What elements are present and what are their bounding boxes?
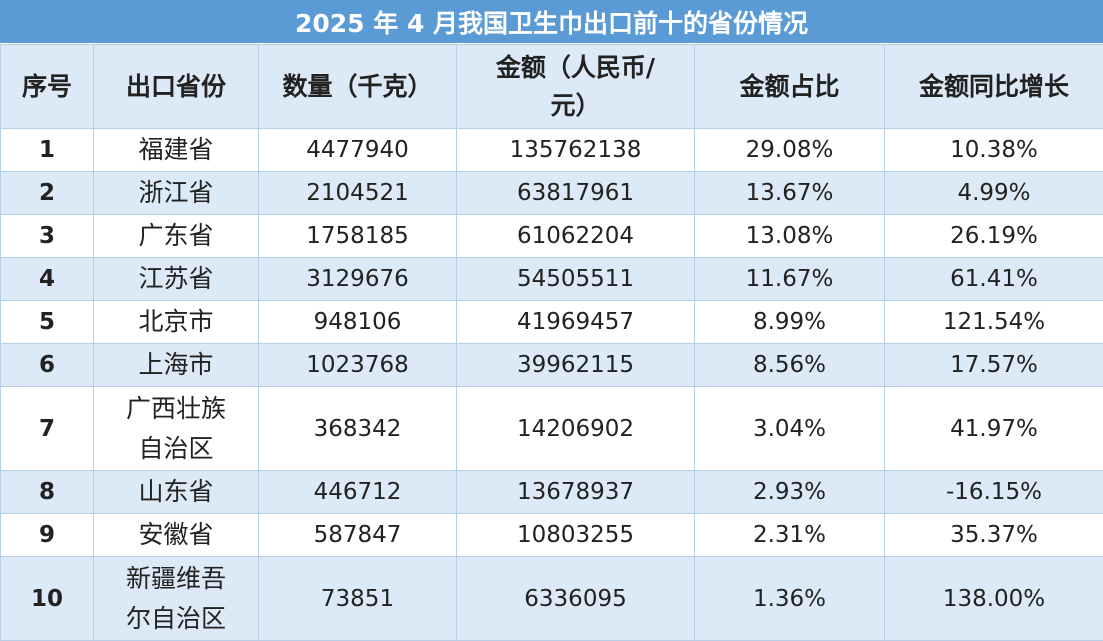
cell-growth: 138.00%	[885, 557, 1103, 641]
cell-province-label: 广西壮族自治区	[94, 389, 258, 469]
cell-growth: -16.15%	[885, 471, 1103, 514]
cell-share: 2.93%	[695, 471, 885, 514]
column-header-quantity: 数量（千克）	[259, 45, 457, 129]
cell-index: 2	[1, 172, 94, 215]
cell-share: 13.08%	[695, 215, 885, 258]
cell-quantity: 1023768	[259, 344, 457, 387]
column-header-amount: 金额（人民币/元）	[457, 45, 695, 129]
cell-amount: 54505511	[457, 258, 695, 301]
cell-share: 3.04%	[695, 387, 885, 471]
cell-share: 1.36%	[695, 557, 885, 641]
cell-index: 10	[1, 557, 94, 641]
cell-quantity: 73851	[259, 557, 457, 641]
cell-index: 9	[1, 514, 94, 557]
cell-quantity: 1758185	[259, 215, 457, 258]
table-title: 2025 年 4 月我国卫生巾出口前十的省份情况	[0, 0, 1103, 44]
cell-share: 8.56%	[695, 344, 885, 387]
cell-province: 山东省	[94, 471, 259, 514]
cell-index: 5	[1, 301, 94, 344]
cell-growth: 4.99%	[885, 172, 1103, 215]
cell-index: 7	[1, 387, 94, 471]
cell-index: 3	[1, 215, 94, 258]
header-row: 序号 出口省份 数量（千克） 金额（人民币/元） 金额占比 金额同比增长	[1, 45, 1103, 129]
cell-quantity: 948106	[259, 301, 457, 344]
cell-growth: 41.97%	[885, 387, 1103, 471]
cell-growth: 17.57%	[885, 344, 1103, 387]
column-header-share: 金额占比	[695, 45, 885, 129]
cell-amount: 63817961	[457, 172, 695, 215]
cell-quantity: 368342	[259, 387, 457, 471]
cell-province: 北京市	[94, 301, 259, 344]
cell-province: 新疆维吾尔自治区	[94, 557, 259, 641]
column-header-growth: 金额同比增长	[885, 45, 1103, 129]
cell-growth: 26.19%	[885, 215, 1103, 258]
cell-share: 13.67%	[695, 172, 885, 215]
cell-amount: 6336095	[457, 557, 695, 641]
cell-quantity: 4477940	[259, 129, 457, 172]
cell-growth: 10.38%	[885, 129, 1103, 172]
cell-quantity: 587847	[259, 514, 457, 557]
cell-growth: 61.41%	[885, 258, 1103, 301]
cell-index: 8	[1, 471, 94, 514]
cell-share: 8.99%	[695, 301, 885, 344]
cell-index: 1	[1, 129, 94, 172]
cell-province: 江苏省	[94, 258, 259, 301]
cell-quantity: 3129676	[259, 258, 457, 301]
column-header-amount-label: 金额（人民币/元）	[457, 49, 694, 125]
cell-quantity: 446712	[259, 471, 457, 514]
cell-amount: 10803255	[457, 514, 695, 557]
cell-growth: 35.37%	[885, 514, 1103, 557]
cell-share: 29.08%	[695, 129, 885, 172]
cell-amount: 61062204	[457, 215, 695, 258]
cell-amount: 13678937	[457, 471, 695, 514]
cell-province-label: 新疆维吾尔自治区	[94, 559, 258, 639]
cell-province: 安徽省	[94, 514, 259, 557]
cell-share: 2.31%	[695, 514, 885, 557]
cell-index: 6	[1, 344, 94, 387]
cell-growth: 121.54%	[885, 301, 1103, 344]
cell-province: 福建省	[94, 129, 259, 172]
cell-amount: 39962115	[457, 344, 695, 387]
cell-amount: 14206902	[457, 387, 695, 471]
column-header-index: 序号	[1, 45, 94, 129]
cell-province: 上海市	[94, 344, 259, 387]
cell-province: 广东省	[94, 215, 259, 258]
column-header-province: 出口省份	[94, 45, 259, 129]
cell-index: 4	[1, 258, 94, 301]
cell-quantity: 2104521	[259, 172, 457, 215]
cell-province: 广西壮族自治区	[94, 387, 259, 471]
cell-amount: 41969457	[457, 301, 695, 344]
cell-share: 11.67%	[695, 258, 885, 301]
cell-amount: 135762138	[457, 129, 695, 172]
cell-province: 浙江省	[94, 172, 259, 215]
